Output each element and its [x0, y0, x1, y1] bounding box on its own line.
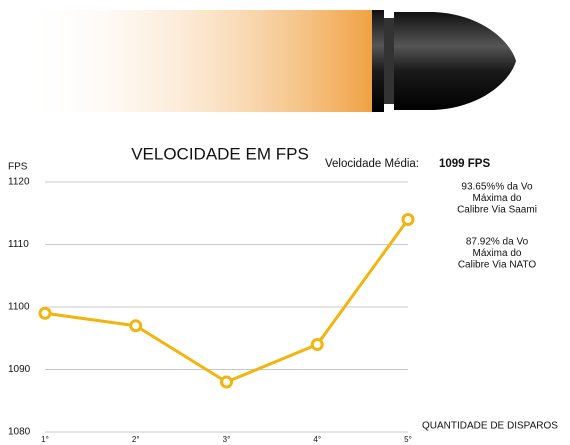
- x-tick-label: 5°: [404, 435, 412, 444]
- x-tick-label: 4°: [313, 435, 321, 444]
- data-point: [129, 319, 143, 333]
- chart-title: VELOCIDADE EM FPS: [131, 144, 309, 163]
- note: 87.92% da Vo: [466, 237, 529, 248]
- data-line: [44, 218, 410, 384]
- average-label: Velocidade Média:: [325, 158, 419, 170]
- average-value: 1099 FPS: [439, 158, 490, 170]
- y-tick-label: 1080: [8, 427, 31, 438]
- note: 93.65%% da Vo: [461, 182, 533, 193]
- data-point: [401, 213, 415, 226]
- note: Máxima do: [473, 248, 522, 259]
- x-axis-label: QUANTIDADE DE DISPAROS: [422, 421, 558, 432]
- data-point: [310, 338, 324, 351]
- bullet-graphic: [20, 10, 516, 112]
- x-tick-label: 2°: [132, 435, 140, 444]
- x-tick-label: 1°: [41, 435, 49, 444]
- note: Calibre Via NATO: [458, 260, 537, 271]
- y-tick-label: 1120: [8, 177, 30, 188]
- data-point: [220, 375, 233, 389]
- x-tick-label: 3°: [223, 435, 231, 444]
- note: Máxima do: [473, 193, 522, 204]
- y-tick-label: 1110: [8, 239, 29, 250]
- data-point: [38, 306, 52, 320]
- y-tick-label: 1100: [8, 302, 30, 313]
- y-tick-label: 1090: [8, 364, 31, 375]
- y-axis-label: FPS: [8, 162, 28, 173]
- note: Calibre Via Saami: [457, 205, 537, 216]
